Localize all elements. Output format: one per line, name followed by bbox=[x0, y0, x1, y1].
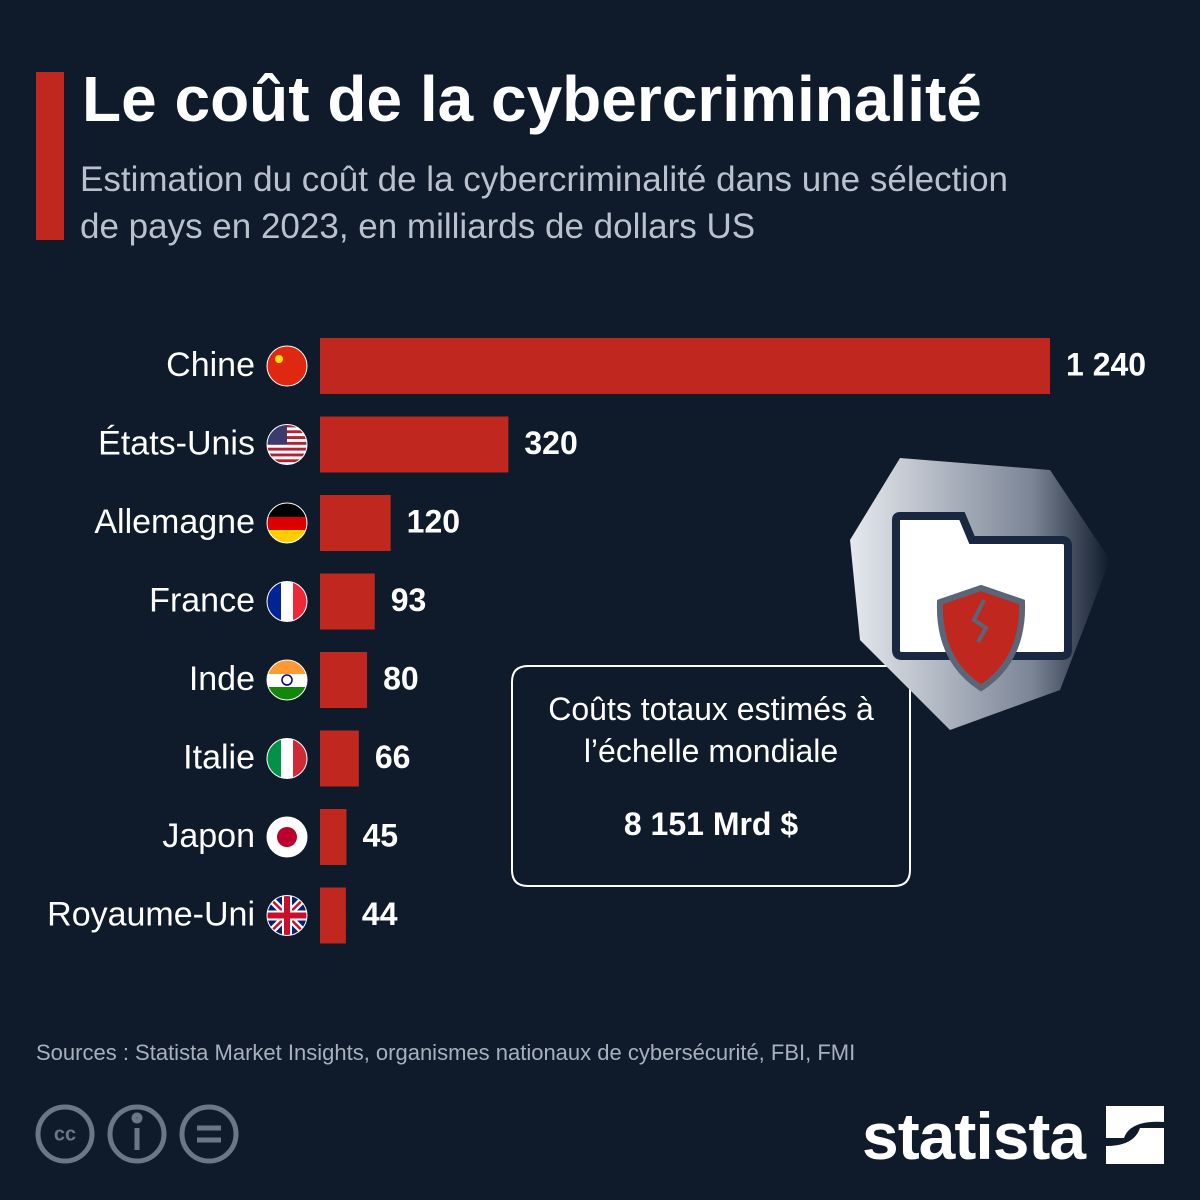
flag-icon bbox=[267, 424, 307, 465]
annotation-text: Coûts totaux estimés à l’échelle mondial… bbox=[548, 691, 874, 769]
brand: statista bbox=[862, 1099, 1086, 1173]
value-label: 66 bbox=[375, 739, 411, 775]
bar bbox=[320, 652, 368, 708]
flag bbox=[275, 355, 283, 363]
flag bbox=[267, 453, 307, 457]
source: Sources : Statista Market Insights, orga… bbox=[36, 1040, 856, 1065]
value-label: 1 240 bbox=[1066, 346, 1146, 382]
bar bbox=[320, 809, 347, 865]
title: Le coût de la cybercriminalité bbox=[82, 63, 982, 135]
category-label: Japon bbox=[162, 817, 255, 855]
value-label: 45 bbox=[362, 817, 398, 853]
value-label: 80 bbox=[383, 660, 419, 696]
bar bbox=[320, 495, 391, 551]
flag-icon bbox=[267, 738, 307, 779]
flag bbox=[267, 895, 307, 936]
value-label: 120 bbox=[407, 503, 460, 539]
flag-icon bbox=[267, 895, 307, 936]
flag bbox=[267, 687, 307, 700]
category-label: France bbox=[149, 581, 255, 619]
flag bbox=[267, 581, 281, 622]
flag-icon bbox=[267, 503, 307, 543]
flag-ring bbox=[266, 816, 308, 858]
flag bbox=[267, 517, 307, 530]
category-label: États-Unis bbox=[98, 424, 255, 462]
flag bbox=[281, 674, 293, 686]
flag-ring bbox=[266, 738, 308, 779]
license-icons bbox=[35, 1104, 239, 1164]
flag-icon bbox=[267, 817, 307, 857]
bar bbox=[320, 338, 1050, 394]
flag bbox=[267, 447, 307, 451]
flag bbox=[267, 503, 307, 517]
cc-text: cc bbox=[54, 1123, 76, 1145]
category-label: Royaume-Uni bbox=[47, 895, 255, 933]
flag-ring bbox=[266, 424, 308, 465]
flag-ring bbox=[266, 581, 308, 622]
value-label: 44 bbox=[362, 896, 398, 932]
flag bbox=[267, 660, 307, 674]
flag bbox=[267, 738, 281, 779]
flag-ring bbox=[266, 345, 308, 387]
annotation-value: 8 151 Mrd $ bbox=[623, 806, 799, 842]
brand-icon bbox=[1106, 1106, 1164, 1164]
value-label: 93 bbox=[391, 582, 427, 618]
flag bbox=[267, 530, 307, 543]
flag-icon bbox=[267, 581, 307, 622]
flag-ring bbox=[266, 659, 308, 701]
shield-crack bbox=[971, 599, 989, 643]
category-label: Allemagne bbox=[94, 503, 255, 541]
flag bbox=[267, 459, 307, 463]
title-accent bbox=[36, 72, 64, 240]
flag bbox=[277, 827, 297, 847]
bar bbox=[320, 573, 375, 630]
flag bbox=[293, 738, 307, 779]
category-label: Italie bbox=[183, 738, 255, 776]
category-label: Chine bbox=[166, 346, 255, 384]
bar bbox=[320, 887, 346, 944]
subtitle: Estimation du coût de la cybercriminalit… bbox=[80, 160, 1008, 246]
bar bbox=[320, 416, 509, 473]
value-label: 320 bbox=[524, 425, 577, 461]
category-label: Inde bbox=[189, 660, 255, 698]
flag bbox=[293, 581, 307, 622]
flag-icon bbox=[267, 660, 307, 700]
bar bbox=[320, 730, 359, 787]
flag-icon bbox=[267, 346, 307, 386]
flag-ring bbox=[266, 895, 308, 936]
flag-ring bbox=[266, 502, 308, 544]
